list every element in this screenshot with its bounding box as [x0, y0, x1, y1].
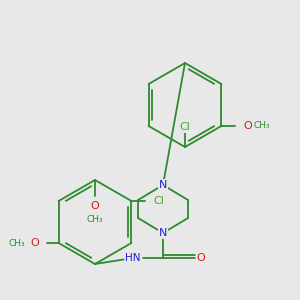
Text: O: O: [243, 121, 252, 131]
Text: O: O: [30, 238, 39, 248]
Text: N: N: [159, 228, 167, 238]
Text: N: N: [159, 180, 167, 190]
Text: CH₃: CH₃: [87, 215, 103, 224]
Text: O: O: [196, 253, 206, 263]
Text: Cl: Cl: [180, 122, 190, 132]
Text: CH₃: CH₃: [253, 122, 270, 130]
Text: HN: HN: [125, 253, 141, 263]
Text: O: O: [91, 201, 99, 211]
Text: CH₃: CH₃: [8, 238, 25, 247]
Text: Cl: Cl: [153, 196, 164, 206]
